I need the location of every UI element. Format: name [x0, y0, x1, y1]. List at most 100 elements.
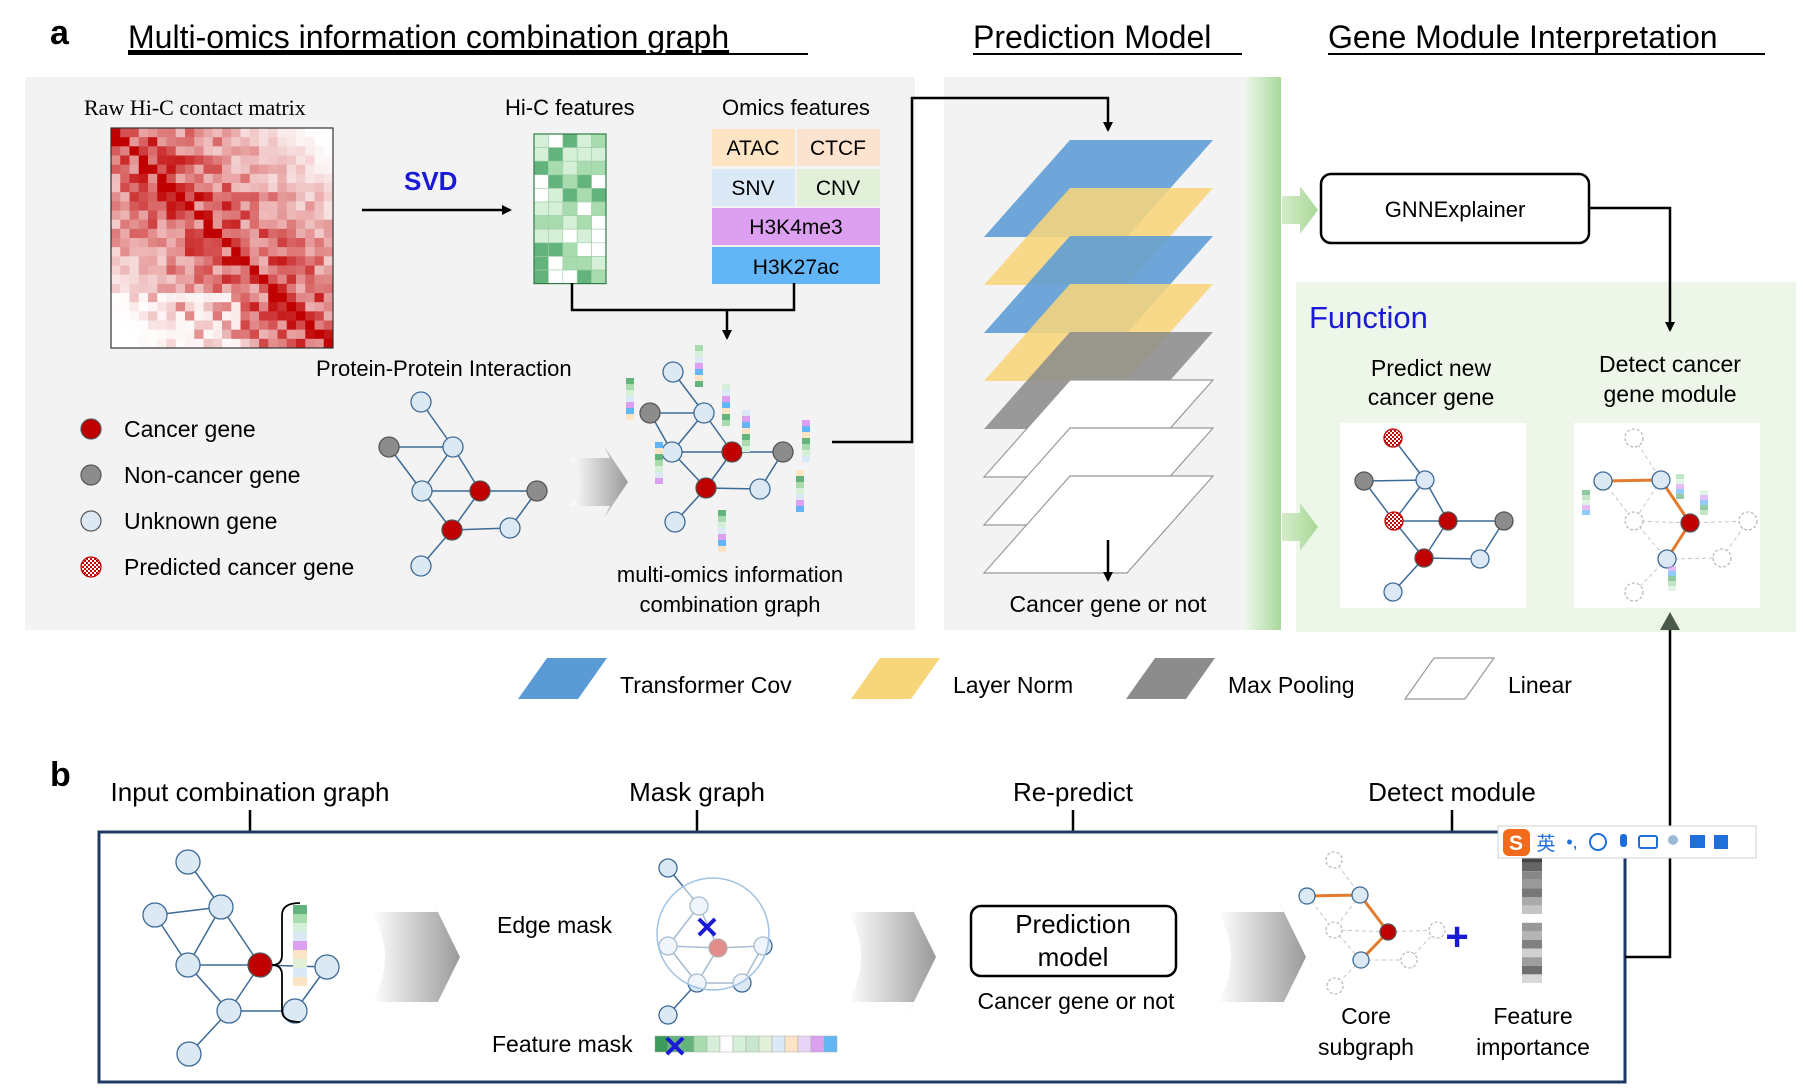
hic-cell [231, 183, 241, 193]
ime-voice-icon[interactable] [1620, 834, 1627, 847]
hic-cell [203, 338, 214, 349]
ime-keyboard-icon[interactable] [1638, 835, 1658, 849]
hic-cell [111, 320, 121, 330]
hic-cell [129, 338, 140, 349]
hic-cell [305, 210, 315, 220]
hic-feature-cell [562, 228, 578, 244]
hic-cell [120, 256, 130, 266]
hic-cell [286, 238, 297, 248]
hic-cell [231, 311, 241, 321]
hic-cell [148, 192, 158, 202]
hic-cell [203, 137, 214, 147]
cancer-gene-node [1414, 548, 1434, 568]
feature-strip-cell [655, 442, 663, 448]
hic-cell [148, 183, 158, 193]
legend-noncancer: Non-cancer gene [124, 462, 300, 488]
hic-cell [277, 210, 288, 220]
feature-strip-cell [722, 414, 730, 420]
hic-cell [166, 219, 177, 230]
feature-mask-cell [771, 1035, 786, 1053]
feature-strip-cell [802, 444, 810, 450]
hic-cell [314, 238, 325, 248]
hic-cell [268, 137, 278, 147]
features-merge-line [570, 283, 796, 312]
hic-cell [240, 256, 251, 266]
feature-strip-cell [655, 478, 663, 484]
hic-cell [249, 320, 260, 330]
hic-cell [286, 320, 297, 330]
graph-edge [1333, 929, 1389, 933]
legend-maxpool-icon [1126, 658, 1215, 699]
feature-strip-cell [802, 438, 810, 444]
hic-cell [175, 192, 186, 202]
ime-toolbar[interactable]: S 英 •, [1497, 825, 1757, 859]
hic-cell [185, 183, 195, 193]
hic-cell [203, 283, 214, 294]
hic-cell [194, 192, 204, 202]
hic-cell [222, 173, 232, 184]
ime-user-icon[interactable] [1668, 835, 1678, 845]
input-feature-cell [293, 914, 307, 923]
hic-cell [194, 128, 204, 138]
hic-cell [249, 128, 260, 138]
feature-strip-cell [802, 420, 810, 426]
sogou-logo-icon[interactable] [1503, 829, 1530, 856]
hic-cell [148, 201, 158, 211]
hic-cell [296, 164, 306, 175]
feature-strip-cell [626, 378, 634, 384]
hic-cell [222, 302, 232, 312]
feature-strip-cell [742, 434, 750, 440]
hic-cell [203, 201, 214, 211]
hic-cell [129, 173, 140, 184]
hic-cell [305, 320, 315, 330]
feature-strip-cell [718, 516, 726, 522]
hic-cell [138, 320, 149, 330]
hic-cell [323, 128, 334, 138]
hic-cell [249, 146, 260, 156]
ime-english-icon[interactable]: 英 [1536, 833, 1555, 855]
hic-cell [231, 338, 241, 349]
ime-menu-icon[interactable] [1714, 835, 1728, 849]
ime-skin-icon[interactable] [1690, 835, 1705, 848]
hic-cell [268, 293, 278, 303]
predict-new-card [1340, 423, 1526, 608]
hic-cell [222, 228, 232, 239]
ime-emoji-icon[interactable] [1589, 833, 1607, 851]
hic-cell [231, 173, 241, 184]
hic-cell [129, 201, 140, 211]
unknown-gene-node [208, 894, 234, 920]
hic-cell [323, 192, 334, 202]
feature-mask-cell [719, 1035, 734, 1053]
hic-cell [129, 128, 140, 138]
legend-predicted: Predicted cancer gene [124, 554, 354, 580]
hic-cell [305, 338, 315, 349]
hic-cell [249, 311, 260, 321]
hic-cell [120, 320, 130, 330]
hic-cell [203, 192, 214, 202]
hic-cell [314, 338, 325, 349]
hic-cell [148, 256, 158, 266]
feature-strip-cell [796, 500, 804, 506]
feature-strip-cell [718, 540, 726, 546]
hic-cell [305, 228, 315, 239]
unknown-gene-node [749, 478, 771, 500]
hic-feature-cell [562, 215, 578, 230]
hic-cell [286, 247, 297, 257]
hic-feature-cell [548, 188, 564, 203]
hic-cell [323, 228, 334, 239]
hic-cell [166, 311, 177, 321]
hic-cell [166, 265, 177, 275]
hic-cell [296, 247, 306, 257]
ime-punctuation-icon[interactable]: •, [1566, 832, 1577, 852]
hic-cell [305, 302, 315, 312]
hic-cell [222, 183, 232, 193]
hic-cell [120, 338, 130, 349]
hic-cell [111, 274, 121, 285]
cancer-gene-node [1379, 923, 1397, 941]
hic-cell [314, 302, 325, 312]
hic-cell [249, 210, 260, 220]
hic-cell [259, 293, 269, 303]
hic-cell [286, 338, 297, 349]
module-strip-cell [1676, 489, 1684, 494]
feature-importance-bar [1522, 854, 1542, 983]
